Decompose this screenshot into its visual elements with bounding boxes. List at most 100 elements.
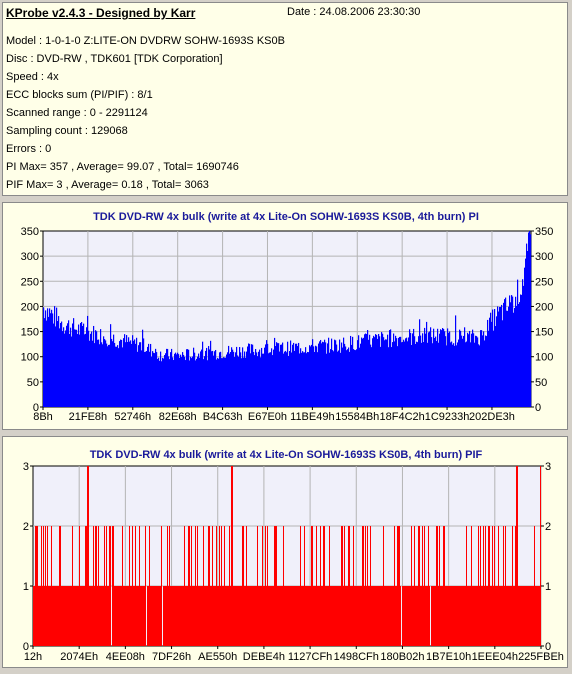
pi-bar [347, 349, 349, 407]
pif-bar-base [527, 586, 528, 646]
pif-bar-base [203, 586, 204, 646]
pi-bar [272, 355, 274, 407]
pi-bar [244, 351, 246, 407]
pif-bar-base [314, 586, 315, 646]
pi-bar [222, 358, 224, 407]
pif-bar-base [226, 586, 227, 646]
pi-bar [386, 339, 388, 407]
pif-bar-base [393, 586, 394, 646]
pif-bar-base [221, 586, 222, 646]
pi-bar [228, 345, 230, 407]
pif-bar-base [126, 586, 127, 646]
pi-bar [70, 327, 72, 407]
pi-bar [267, 343, 269, 407]
pi-bar [200, 351, 202, 407]
pi-bar [124, 334, 126, 407]
pif-bar-base [443, 586, 444, 646]
pi-bar [523, 285, 525, 407]
pif-bar-base [212, 586, 213, 646]
pi-bar [369, 334, 371, 407]
pi-bar [460, 330, 462, 407]
pi-bar [111, 338, 113, 407]
pif-bar-base [177, 586, 178, 646]
pif-bar-base [493, 586, 494, 646]
pif-bar-base [262, 586, 263, 646]
pi-bar [405, 338, 407, 407]
pi-bar [387, 334, 389, 407]
pif-bar-base [66, 586, 67, 646]
pif-bar [281, 586, 282, 646]
pi-bar [183, 354, 185, 407]
pif-bar-base [93, 586, 94, 646]
pif-bar-base [290, 586, 291, 646]
pi-bar [443, 328, 445, 407]
pif-bar-base [476, 586, 477, 646]
pif-bar-base [468, 586, 469, 646]
pif-bar-base [331, 586, 332, 646]
pif-bar-base [240, 586, 241, 646]
pif-bar-base [133, 586, 134, 646]
pif-bar-base [41, 586, 42, 646]
pif-bar-base [485, 586, 486, 646]
pif-bar-base [501, 586, 502, 646]
pi-bar [46, 320, 48, 407]
pif-bar-base [536, 586, 537, 646]
pif-bar-base [469, 586, 470, 646]
pi-bar [81, 321, 83, 407]
pif-bar-base [439, 586, 440, 646]
y-tick-label-right: 50 [535, 377, 547, 389]
pif-bar-base [422, 586, 423, 646]
pif-bar-base [259, 586, 260, 646]
pi-bar [286, 352, 288, 407]
y-tick-label-right: 2 [545, 521, 551, 533]
pi-bar [502, 320, 504, 407]
pif-bar-base [347, 586, 348, 646]
pif-bar-base [286, 586, 287, 646]
pif-bar-base [113, 586, 114, 646]
pi-bar [155, 348, 157, 407]
pif-bar-base [355, 586, 356, 646]
pif-bar-base [42, 586, 43, 646]
pif-bar-base [35, 586, 36, 646]
pif-bar-base [272, 586, 273, 646]
pif-bar-base [352, 586, 353, 646]
pi-bar [527, 251, 529, 407]
pif-bar-base [426, 586, 427, 646]
pif-chart: TDK DVD-RW 4x bulk (write at 4x Lite-On … [23, 449, 564, 663]
pi-bar [263, 353, 265, 407]
pif-bar [95, 526, 96, 646]
pif-bar [423, 586, 424, 646]
pi-bar [180, 354, 182, 407]
pi-bar [265, 344, 267, 407]
pi-bar [147, 346, 149, 407]
pi-bar [201, 349, 203, 407]
pi-bar [212, 350, 214, 407]
pi-bar [148, 343, 150, 407]
pi-bar [501, 304, 503, 407]
pi-bar [159, 360, 161, 407]
pif-bar-base [416, 586, 417, 646]
pi-bar [346, 350, 348, 407]
pi-bar [110, 324, 112, 407]
pi-bar [63, 327, 65, 407]
pif-bar-base [383, 586, 384, 646]
pif-bar-base [479, 586, 480, 646]
pi-bar [313, 346, 315, 407]
pif-bar-base [211, 586, 212, 646]
pi-bar [426, 321, 428, 407]
pi-bar [102, 344, 104, 407]
pif-bar-base [338, 586, 339, 646]
y-tick-label-left: 2 [23, 521, 29, 533]
pi-bar [470, 342, 472, 407]
pif-bar-base [323, 586, 324, 646]
pif-bar-base [54, 586, 55, 646]
pi-bar [166, 348, 168, 407]
pi-bar [498, 311, 500, 407]
pi-bar [288, 355, 290, 407]
pif-bar-base [218, 586, 219, 646]
pi-bar [381, 332, 383, 407]
pi-bar [84, 334, 86, 407]
pi-bar [308, 352, 310, 407]
pif-bar-base [414, 586, 415, 646]
pi-bar [256, 352, 258, 407]
